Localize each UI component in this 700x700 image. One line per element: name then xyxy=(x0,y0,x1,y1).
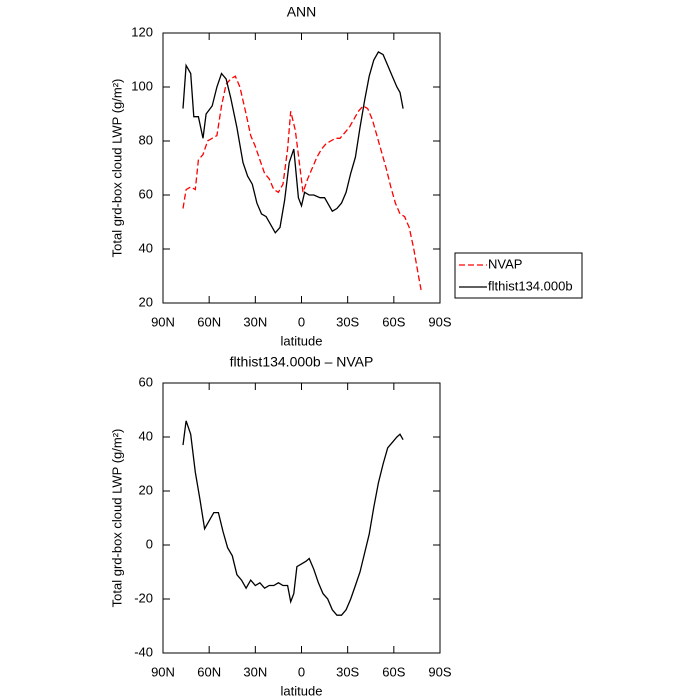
y-tick-label: 60 xyxy=(139,186,153,201)
y-tick-label: 20 xyxy=(139,482,153,497)
legend-label: NVAP xyxy=(488,256,522,271)
x-tick-label: 30N xyxy=(243,664,267,679)
y-tick-label: 20 xyxy=(139,294,153,309)
data-line xyxy=(182,420,404,616)
plot-frame xyxy=(162,32,441,304)
y-tick-label: 100 xyxy=(131,78,153,93)
x-tick-label: 60S xyxy=(382,314,405,329)
y-axis-label: Total grd-box cloud LWP (g/m²) xyxy=(109,79,124,258)
chart-title: ANN xyxy=(287,4,317,20)
x-tick-label: 30N xyxy=(243,314,267,329)
x-tick-label: 90N xyxy=(151,664,175,679)
data-line xyxy=(182,51,404,234)
x-axis-label: latitude xyxy=(281,683,323,698)
legend-box xyxy=(454,252,583,299)
data-line xyxy=(182,75,423,293)
y-tick-label: 40 xyxy=(139,240,153,255)
y-axis-label: Total grd-box cloud LWP (g/m²) xyxy=(109,429,124,608)
x-tick-label: 0 xyxy=(298,664,305,679)
y-tick-label: 80 xyxy=(139,132,153,147)
chart-title: flthist134.000b – NVAP xyxy=(230,354,374,370)
y-tick-label: -40 xyxy=(134,644,153,659)
x-tick-label: 30S xyxy=(336,314,359,329)
x-tick-label: 60N xyxy=(197,664,221,679)
legend-label: flthist134.000b xyxy=(488,278,573,293)
y-tick-label: -20 xyxy=(134,590,153,605)
x-tick-label: 0 xyxy=(298,314,305,329)
y-tick-label: 0 xyxy=(146,536,153,551)
x-tick-label: 60S xyxy=(382,664,405,679)
y-tick-label: 60 xyxy=(139,374,153,389)
x-axis-label: latitude xyxy=(281,333,323,348)
x-tick-label: 90S xyxy=(428,664,451,679)
plot-frame xyxy=(162,382,441,654)
y-tick-label: 120 xyxy=(131,24,153,39)
x-tick-label: 90S xyxy=(428,314,451,329)
x-tick-label: 90N xyxy=(151,314,175,329)
x-tick-label: 30S xyxy=(336,664,359,679)
y-tick-label: 40 xyxy=(139,428,153,443)
x-tick-label: 60N xyxy=(197,314,221,329)
